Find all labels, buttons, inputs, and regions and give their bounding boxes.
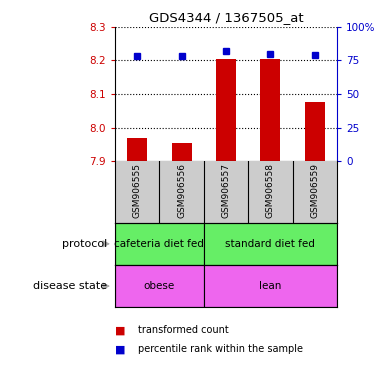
Bar	[204, 265, 337, 307]
Text: ■: ■	[115, 344, 125, 354]
Text: disease state: disease state	[33, 281, 107, 291]
Bar	[115, 161, 159, 223]
Text: percentile rank within the sample: percentile rank within the sample	[138, 344, 303, 354]
Bar	[216, 59, 236, 161]
Bar	[248, 161, 293, 223]
Bar	[204, 223, 337, 265]
Bar	[159, 161, 204, 223]
Bar	[127, 138, 147, 161]
Bar	[115, 223, 204, 265]
Bar	[260, 59, 280, 161]
Bar	[305, 103, 325, 161]
Bar	[293, 161, 337, 223]
Text: standard diet fed: standard diet fed	[226, 239, 315, 249]
Text: GSM906555: GSM906555	[133, 163, 142, 218]
Text: obese: obese	[144, 281, 175, 291]
Text: lean: lean	[259, 281, 282, 291]
Text: protocol: protocol	[62, 239, 107, 249]
Title: GDS4344 / 1367505_at: GDS4344 / 1367505_at	[149, 11, 303, 24]
Bar	[115, 265, 204, 307]
Bar	[172, 143, 192, 161]
Text: GSM906556: GSM906556	[177, 163, 186, 218]
Text: transformed count: transformed count	[138, 325, 229, 335]
Bar	[204, 161, 248, 223]
Text: GSM906558: GSM906558	[266, 163, 275, 218]
Text: GSM906559: GSM906559	[310, 163, 319, 218]
Text: cafeteria diet fed: cafeteria diet fed	[115, 239, 204, 249]
Text: GSM906557: GSM906557	[221, 163, 231, 218]
Text: ■: ■	[115, 325, 125, 335]
